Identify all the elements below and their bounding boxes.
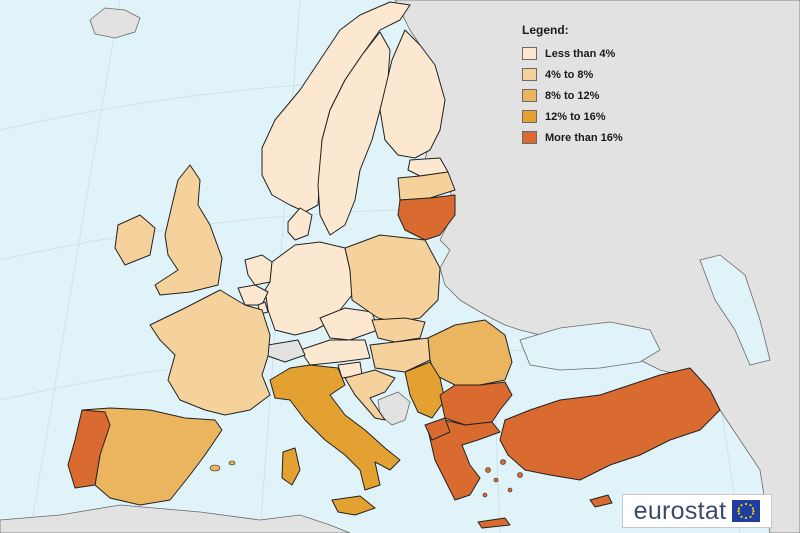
portugal [67,409,111,489]
legend-label: More than 16% [545,131,623,144]
legend-item: More than 16% [522,127,658,148]
balearic-islands [209,460,236,472]
finland [379,29,446,159]
cyprus [589,494,613,508]
sardinia [281,447,301,486]
italy [269,364,401,491]
iceland [89,7,141,39]
aegean-islands [482,459,523,498]
uk [154,164,223,296]
legend-label: Less than 4% [545,47,616,60]
france [149,289,271,416]
turkey [499,367,721,481]
legend-label: 8% to 12% [545,89,600,102]
eu-flag-icon [732,500,761,522]
belgium [237,284,269,306]
poland [344,234,441,323]
greece [427,419,501,501]
croatia [344,369,396,421]
ireland [114,214,156,266]
legend-label: 4% to 8% [545,68,594,81]
black-sea [519,321,661,371]
serbia [404,361,446,419]
legend-item: 8% to 12% [522,85,658,106]
legend: Legend: Less than 4% 4% to 8% 8% to 12% … [508,20,658,148]
bulgaria [439,381,513,426]
legend-item: 4% to 8% [522,64,658,85]
north-africa [0,504,351,533]
sweden [317,31,391,236]
logo-text: eurostat [633,496,727,525]
legend-swatch [522,68,537,81]
north-macedonia [424,417,451,441]
legend-title: Legend: [522,23,569,37]
crete [477,517,511,529]
legend-item: 12% to 16% [522,106,658,127]
caspian-sea [699,254,771,366]
legend-swatch [522,47,537,60]
eurostat-logo: eurostat [622,494,772,528]
russia-east-europe [394,0,800,533]
legend-label: 12% to 16% [545,110,606,123]
sicily [331,495,376,516]
slovakia [371,317,426,343]
legend-item: Less than 4% [522,43,658,64]
legend-swatch [522,89,537,102]
legend-swatch [522,110,537,123]
legend-swatch [522,131,537,144]
lithuania [397,194,456,241]
countries [67,1,721,529]
denmark [287,207,313,241]
